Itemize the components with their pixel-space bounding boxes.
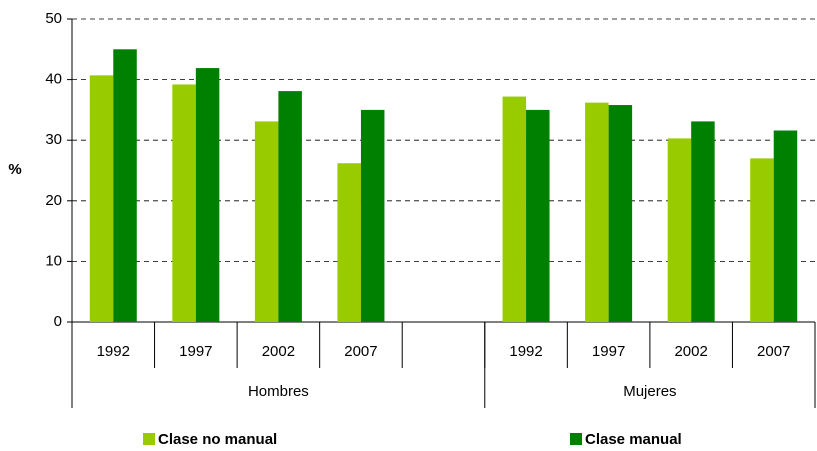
x-tick-label: 2002 xyxy=(674,343,707,360)
bar xyxy=(608,105,633,322)
bar xyxy=(750,158,774,322)
group-label: Hombres xyxy=(248,383,309,400)
bar xyxy=(113,49,137,323)
x-tick-label: 1997 xyxy=(592,343,625,360)
y-axis-label: % xyxy=(8,161,21,178)
x-tick-label: 1997 xyxy=(179,343,212,360)
bar xyxy=(585,102,609,323)
x-tick-label: 2002 xyxy=(262,343,295,360)
legend-swatch xyxy=(570,433,582,445)
bar xyxy=(667,138,692,322)
x-tick-label: 1992 xyxy=(509,343,542,360)
bar xyxy=(278,91,302,322)
bar xyxy=(89,75,114,322)
y-tick-label: 20 xyxy=(45,192,62,209)
y-tick-label: 30 xyxy=(45,131,62,148)
y-tick-label: 0 xyxy=(54,313,62,330)
bar xyxy=(691,121,715,322)
x-tick-label: 2007 xyxy=(757,343,790,360)
legend-swatch xyxy=(143,433,155,445)
y-tick-label: 10 xyxy=(45,252,62,269)
x-tick-label: 1992 xyxy=(97,343,130,360)
bar xyxy=(337,163,361,322)
x-tick-label: 2007 xyxy=(344,343,377,360)
legend-label: Clase no manual xyxy=(158,431,277,448)
group-label: Mujeres xyxy=(623,383,676,400)
bar xyxy=(526,109,550,323)
bar xyxy=(172,84,196,322)
y-tick-label: 40 xyxy=(45,71,62,88)
bar xyxy=(360,109,385,323)
bar xyxy=(773,130,798,322)
y-tick-label: 50 xyxy=(45,10,62,27)
bar xyxy=(195,68,220,322)
bar xyxy=(502,96,527,323)
bar xyxy=(254,121,279,322)
legend-label: Clase manual xyxy=(585,431,682,448)
